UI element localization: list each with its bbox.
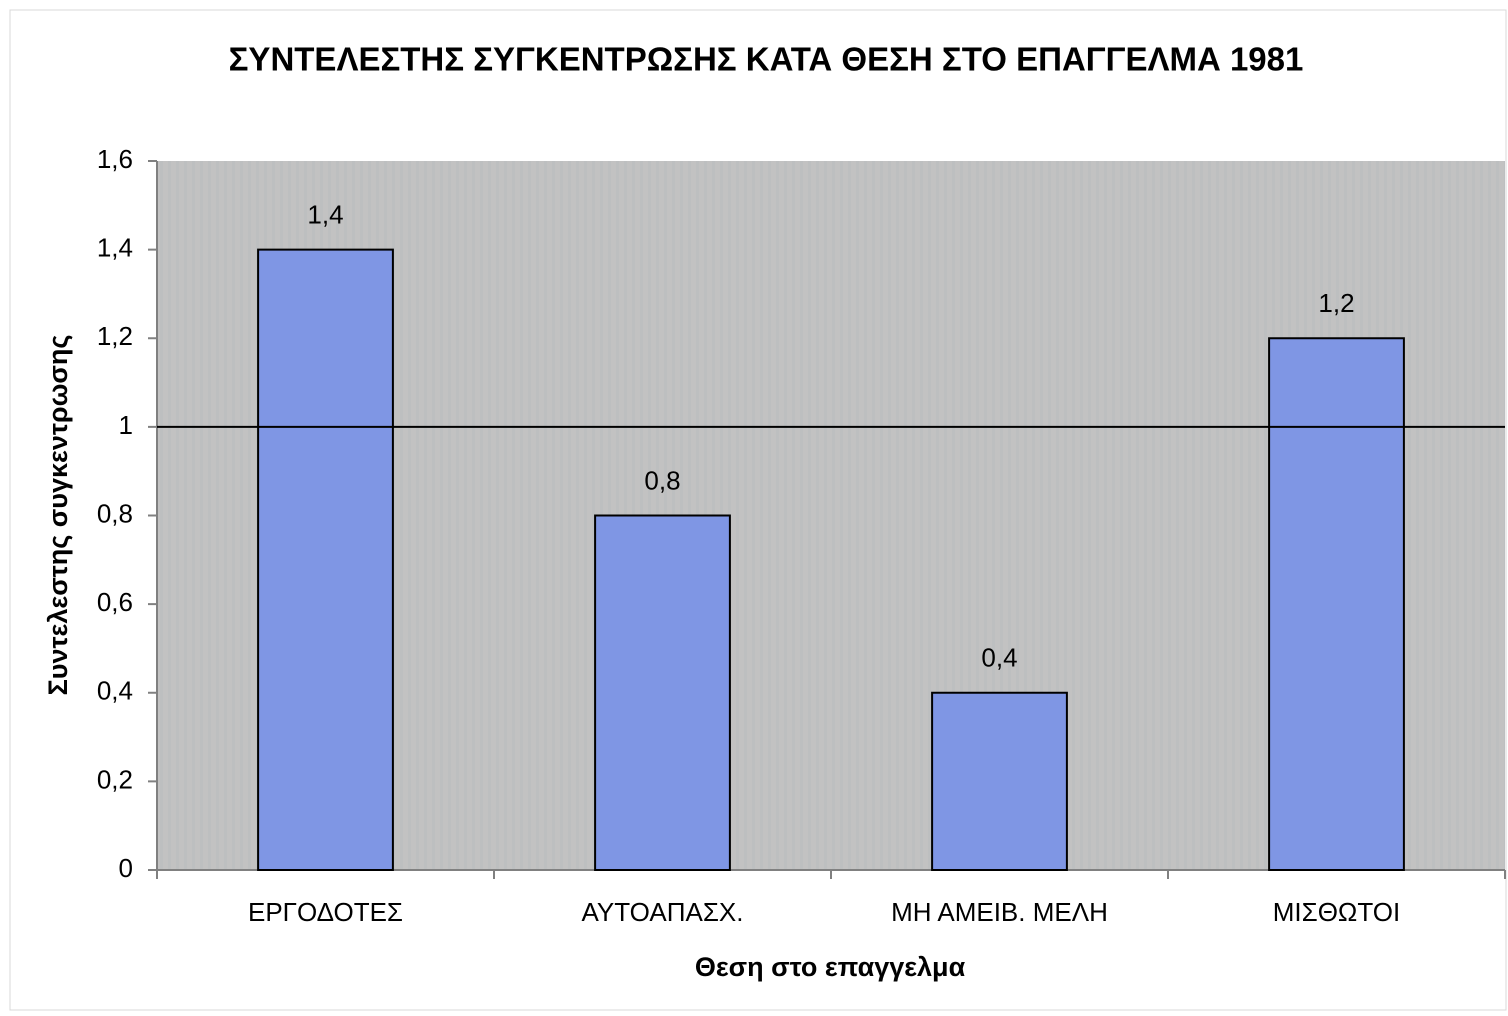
y-tick-label: 1,6 <box>97 144 133 174</box>
x-tick-label: ΕΡΓΟΔΟΤΕΣ <box>248 897 403 927</box>
y-tick-label: 0 <box>119 853 133 883</box>
value-label: 0,8 <box>644 465 680 495</box>
chart-title: ΣΥΝΤΕΛΕΣΤΗΣ ΣΥΓΚΕΝΤΡΩΣΗΣ ΚΑΤΑ ΘΕΣΗ ΣΤΟ Ε… <box>229 41 1304 78</box>
value-label: 1,4 <box>307 200 343 230</box>
x-tick-label: ΜΗ ΑΜΕΙΒ. ΜΕΛΗ <box>891 897 1108 927</box>
y-tick-label: 1 <box>119 410 133 440</box>
y-tick-label: 1,2 <box>97 321 133 351</box>
bar <box>1268 337 1405 871</box>
bar <box>931 691 1068 871</box>
y-tick-label: 0,6 <box>97 587 133 617</box>
value-label: 0,4 <box>981 643 1017 673</box>
y-tick-label: 1,4 <box>97 233 133 263</box>
x-tick-label: ΑΥΤΟΑΠΑΣΧ. <box>581 897 743 927</box>
bar <box>594 514 731 871</box>
x-tick-label: ΜΙΣΘΩΤΟΙ <box>1273 897 1400 927</box>
y-tick-label: 0,8 <box>97 498 133 528</box>
y-tick-label: 0,4 <box>97 676 133 706</box>
value-label: 1,2 <box>1318 288 1354 318</box>
x-axis-label: Θεση στο επαγγελμα <box>695 952 966 982</box>
bar <box>257 248 394 871</box>
y-tick-label: 0,2 <box>97 764 133 794</box>
y-axis-label: Συντελεστης συγκεντρωσης <box>43 335 73 696</box>
